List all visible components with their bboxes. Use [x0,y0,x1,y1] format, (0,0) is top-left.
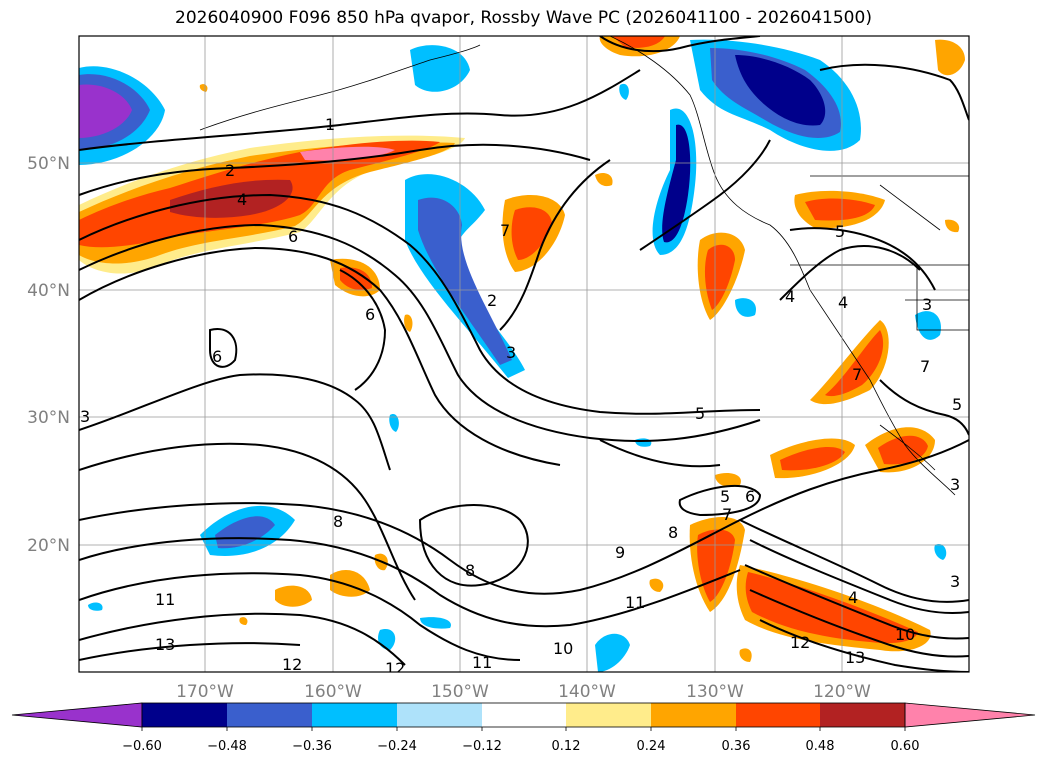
colorbar-extend-right [904,702,1036,728]
map-frame [78,35,970,673]
colorbar-segment [312,703,397,727]
contour-label: 7 [722,505,732,524]
contour-label: 11 [155,590,175,609]
contour-label: 4 [237,190,247,209]
contour-label: 3 [950,572,960,591]
map-area: 1 2 4 6 6 6 7 2 3 5 4 4 5 6 7 7 5 8 9 8 … [79,36,969,678]
coastlines [199,36,969,496]
contour-label: 2 [225,161,235,180]
lon-label: 120°W [813,682,871,702]
colorbar-tick-label: −0.24 [377,739,417,754]
lon-label: 130°W [686,682,744,702]
contour-label: 8 [668,523,678,542]
contour-label: 12 [385,659,405,678]
colorbar-segment [227,703,312,727]
contour-label: 13 [155,635,175,654]
contour-label: 7 [920,357,930,376]
contour-label: 11 [472,653,492,672]
contour-label: 8 [333,512,343,531]
contour-labels: 1 2 4 6 6 6 7 2 3 5 4 4 5 6 7 7 5 8 9 8 … [80,115,962,678]
colorbar-segment [820,703,905,727]
lat-label: 40°N [27,281,70,301]
colorbar-segment [397,703,482,727]
colorbar-segment [142,703,227,727]
contour-label: 5 [952,395,962,414]
longitude-labels: 170°W 160°W 150°W 140°W 130°W 120°W [176,682,871,702]
colorbar-tick-label: −0.60 [122,739,162,754]
contour-label: 6 [288,227,298,246]
contour-label: 10 [553,639,573,658]
contour-label: 3 [922,295,932,314]
colorbar-segment [566,703,651,727]
contour-label: 12 [282,655,302,674]
colorbar-tick-label: 0.60 [891,739,920,754]
contour-label: 9 [615,543,625,562]
colorbar-tick-label: 0.12 [552,739,581,754]
colorbar-segment [736,703,820,727]
contour-label: 13 [845,648,865,667]
contour-label: 4 [848,588,858,607]
contour-label: 12 [790,633,810,652]
contour-label: 5 [720,487,730,506]
contour-label: 3 [80,407,90,426]
contour-label: 10 [895,625,915,644]
lon-label: 140°W [558,682,616,702]
colorbar-tick-label: 0.36 [722,739,751,754]
lat-label: 50°N [27,154,70,174]
lat-label: 20°N [27,536,70,556]
contour-label: 8 [465,561,475,580]
contour-lines [79,36,969,672]
chart-title: 2026040900 F096 850 hPa qvapor, Rossby W… [175,8,872,28]
lon-label: 170°W [176,682,234,702]
colorbar-segment [651,703,736,727]
contour-label: 7 [500,221,510,240]
negative-anomaly-fills [79,39,947,672]
latitude-labels: 50°N 40°N 30°N 20°N [27,154,70,556]
contour-label: 6 [745,487,755,506]
contour-label: 3 [950,475,960,494]
contour-label: 6 [365,305,375,324]
colorbar-tick-label: −0.48 [207,739,247,754]
contour-label: 2 [487,291,497,310]
colorbar-extend-left [11,702,143,728]
contour-label: 6 [212,347,222,366]
contour-label: 4 [838,293,848,312]
lon-label: 160°W [304,682,362,702]
lat-label: 30°N [27,408,70,428]
colorbar-segment [482,703,566,727]
contour-label: 7 [852,365,862,384]
colorbar-tick-label: −0.12 [462,739,502,754]
colorbar-tick-label: 0.48 [806,739,835,754]
contour-label: 4 [785,287,795,306]
contour-label: 5 [835,222,845,241]
colorbar-tick-label: 0.24 [637,739,666,754]
contour-label: 1 [325,115,335,134]
contour-label: 5 [695,404,705,423]
contour-label: 3 [506,343,516,362]
colorbar-tick-label: −0.36 [292,739,332,754]
colorbar: −0.60 −0.48 −0.36 −0.24 −0.12 0.12 0.24 … [11,702,1036,754]
lon-label: 150°W [431,682,489,702]
contour-label: 11 [625,593,645,612]
